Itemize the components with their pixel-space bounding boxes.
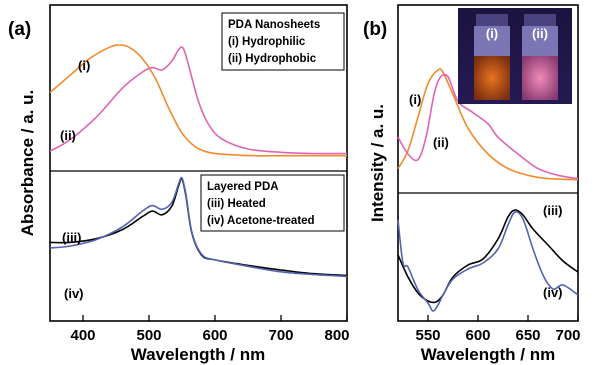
- xtick-label: 600: [202, 327, 227, 344]
- panel-b-xticks: 550 600 650 700: [415, 315, 581, 344]
- vial-ii-label: (ii): [532, 26, 548, 41]
- panel-a-ylabel: Absorbance / a. u.: [18, 90, 37, 236]
- panel-b-label: (b): [363, 19, 387, 40]
- legend-top-entry-2: (ii) Hydrophobic: [228, 53, 317, 65]
- xtick-label: 500: [136, 327, 161, 344]
- panel-b-curves: [397, 67, 579, 312]
- panel-a-frame: [49, 4, 348, 322]
- panel-b-xlabel: Wavelength / nm: [421, 345, 555, 364]
- panel-a-xticks: 400 500 600 700 800: [70, 315, 350, 344]
- xtick-label: 400: [70, 327, 95, 344]
- vial-ii: (ii): [522, 14, 558, 100]
- panel-a-legend-bottom: Layered PDA (iii) Heated (iv) Acetone-tr…: [200, 174, 345, 232]
- legend-top-title: PDA Nanosheets: [228, 19, 320, 31]
- panel-a-label-iii: (iii): [62, 230, 82, 245]
- xtick-label: 550: [415, 327, 440, 344]
- vial-i: (i): [474, 14, 510, 100]
- panel-a-legend-top: PDA Nanosheets (i) Hydrophilic (ii) Hydr…: [221, 12, 345, 71]
- series-line-a-2: [49, 46, 348, 155]
- xtick-label: 650: [515, 327, 540, 344]
- panel-b-frame: [397, 4, 579, 322]
- panel-a-curves: [49, 44, 348, 278]
- panel-b-label-i: (i): [409, 92, 421, 107]
- panel-b-label-iv: (iv): [543, 285, 563, 300]
- xtick-label: 600: [465, 327, 490, 344]
- legend-bottom-title: Layered PDA: [207, 181, 279, 193]
- xtick-label: 800: [324, 327, 349, 344]
- legend-top-entry-1: (i) Hydrophilic: [228, 36, 306, 48]
- xtick-label: 700: [268, 327, 293, 344]
- vial-i-label: (i): [486, 26, 498, 41]
- series-line-b-1: [397, 67, 579, 181]
- series-line-a-1: [49, 44, 347, 157]
- vials-inset-photo: (i) (ii): [458, 8, 572, 104]
- series-line-a-4: [49, 176, 348, 278]
- panel-a-label-iv: (iv): [64, 286, 84, 301]
- panel-b-label-iii: (iii): [543, 203, 563, 218]
- panel-a-label-ii: (ii): [60, 128, 76, 143]
- xtick-label: 700: [555, 327, 580, 344]
- legend-bottom-entry-2: (iv) Acetone-treated: [207, 215, 315, 227]
- legend-bottom-entry-1: (iii) Heated: [207, 198, 266, 210]
- panel-a-xlabel: Wavelength / nm: [131, 345, 265, 364]
- panel-b-label-ii: (ii): [433, 135, 449, 150]
- series-line-b-4: [397, 210, 579, 312]
- panel-b-ylabel: Intensity / a. u.: [368, 104, 387, 222]
- panel-a-label: (a): [8, 19, 31, 40]
- panel-a-label-i: (i): [78, 58, 90, 73]
